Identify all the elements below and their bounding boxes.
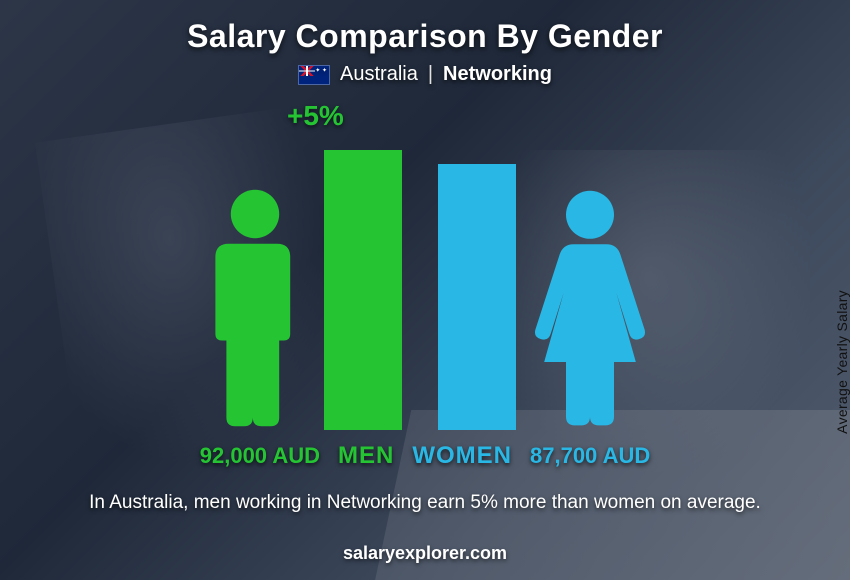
- country-label: Australia: [340, 63, 418, 86]
- percent-difference-label: +5%: [287, 100, 344, 132]
- men-cluster: [200, 150, 402, 430]
- women-salary-value: 87,700 AUD: [530, 443, 710, 469]
- y-axis-label: Average Yearly Salary: [834, 290, 850, 434]
- flag-icon: [298, 65, 330, 85]
- women-label: WOMEN: [412, 442, 512, 470]
- woman-icon: [530, 185, 650, 430]
- man-icon: [200, 185, 310, 430]
- men-salary-value: 92,000 AUD: [140, 443, 320, 469]
- summary-text: In Australia, men working in Networking …: [89, 490, 761, 516]
- women-cluster: [438, 164, 650, 430]
- bottom-labels-row: 92,000 AUD MEN WOMEN 87,700 AUD: [75, 442, 775, 470]
- separator: |: [428, 63, 433, 86]
- men-bar: [324, 150, 402, 430]
- subtitle-row: Australia | Networking: [298, 63, 552, 86]
- infographic-content: Salary Comparison By Gender Australia | …: [0, 0, 850, 580]
- women-bar: [438, 164, 516, 430]
- comparison-chart: +5%: [115, 100, 735, 430]
- page-title: Salary Comparison By Gender: [187, 18, 663, 55]
- men-label: MEN: [338, 442, 394, 470]
- category-label: Networking: [443, 63, 552, 86]
- source-footer: salaryexplorer.com: [0, 543, 850, 564]
